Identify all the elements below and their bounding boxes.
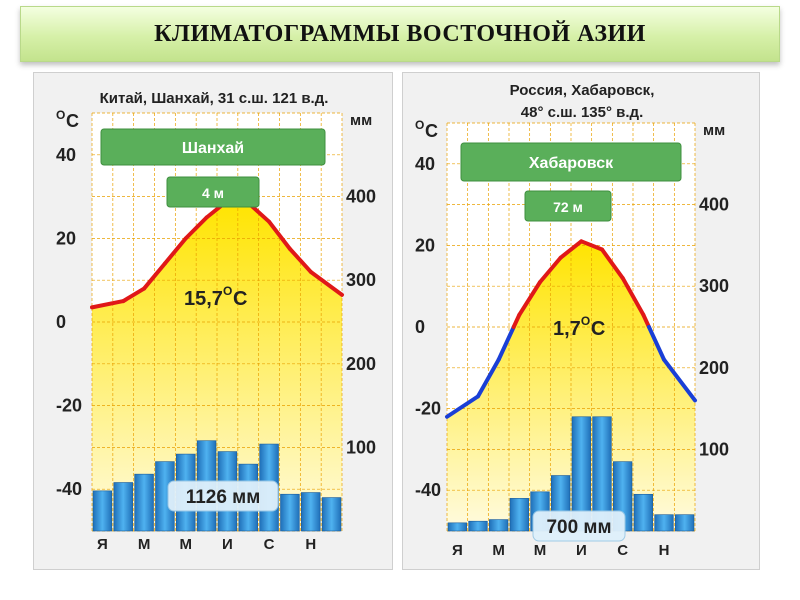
right-axis-unit: мм — [350, 112, 372, 129]
precip-tick-label: 300 — [346, 270, 376, 290]
temp-tick-label: 20 — [415, 235, 435, 255]
mean-temperature-unit: С — [591, 318, 605, 340]
station-elevation-box — [524, 190, 612, 222]
precip-tick-label: 400 — [699, 195, 729, 215]
month-label: Я — [452, 542, 463, 559]
station-elevation: 4 м — [202, 185, 224, 201]
month-label: М — [138, 536, 151, 553]
total-precipitation-box — [167, 480, 279, 512]
temperature-line — [476, 357, 501, 399]
temp-tick-label: -40 — [56, 479, 82, 499]
station-name: Хабаровск — [529, 155, 614, 172]
total-precipitation: 700 мм — [546, 517, 611, 538]
left-axis-degree: О — [415, 118, 424, 132]
station-name-box — [100, 128, 326, 166]
precip-tick-label: 200 — [699, 358, 729, 378]
precip-tick-label: 400 — [346, 187, 376, 207]
temperature-line — [641, 312, 651, 329]
temperature-line — [162, 236, 188, 266]
temp-tick-label: -20 — [56, 396, 82, 416]
precip-bar — [633, 493, 653, 532]
temperature-line — [183, 215, 209, 241]
temp-tick-label: 0 — [56, 312, 66, 332]
temp-tick-label: -40 — [415, 480, 441, 500]
precip-bar — [654, 514, 674, 532]
temperature-line — [267, 219, 292, 251]
mean-temperature: 1,7 — [553, 318, 581, 340]
temp-tick-label: 40 — [415, 154, 435, 174]
temperature-line — [600, 247, 625, 281]
precip-bar — [489, 519, 509, 532]
chart-subtitle: Китай, Шанхай, 31 с.ш. 121 в.д. — [100, 90, 329, 107]
precip-tick-label: 300 — [699, 276, 729, 296]
precip-bar — [280, 493, 300, 532]
temperature-line — [538, 255, 563, 285]
left-axis-unit: С — [66, 111, 79, 131]
temperature-line — [511, 312, 522, 329]
precip-bar — [447, 522, 467, 532]
precip-bar — [675, 514, 695, 532]
station-name-box — [460, 142, 682, 182]
precip-tick-label: 100 — [699, 439, 729, 459]
month-label: М — [180, 536, 193, 553]
month-label: М — [534, 542, 547, 559]
temp-tick-label: 40 — [56, 145, 76, 165]
precip-bar — [113, 482, 133, 532]
month-label: С — [264, 536, 275, 553]
total-precipitation: 1126 мм — [186, 487, 261, 508]
page-title-banner: КЛИМАТОГРАММЫ ВОСТОЧНОЙ АЗИИ — [20, 6, 780, 62]
mean-temperature: 15,7 — [184, 288, 223, 310]
chart-subtitle-line2: 48° с.ш. 135° в.д. — [521, 104, 643, 121]
temperature-line — [579, 239, 604, 252]
precip-bar — [134, 473, 154, 532]
temperature-line — [445, 394, 480, 419]
precip-tick-label: 100 — [346, 437, 376, 457]
total-precipitation-box — [532, 510, 626, 542]
temperature-line — [620, 276, 646, 317]
precip-bar — [321, 497, 342, 532]
month-label: С — [617, 542, 628, 559]
temperature-line — [142, 261, 167, 291]
temperature-line — [496, 325, 516, 362]
mean-temperature-degree: О — [581, 314, 590, 328]
temperature-line — [287, 246, 313, 274]
month-label: И — [222, 536, 233, 553]
month-label: М — [492, 542, 505, 559]
precip-bar — [92, 490, 113, 532]
left-axis-unit: С — [425, 121, 438, 141]
mean-temperature-unit: С — [233, 288, 247, 310]
mean-temperature-degree: О — [223, 284, 232, 298]
precip-tick-label: 200 — [346, 354, 376, 374]
temperature-line — [646, 325, 666, 362]
chart-subtitle-line1: Россия, Хабаровск, — [510, 82, 655, 99]
month-label: Н — [305, 536, 316, 553]
temperature-line — [121, 286, 147, 304]
temperature-line — [662, 357, 697, 403]
temperature-line — [517, 280, 542, 317]
month-label: Я — [97, 536, 108, 553]
station-name: Шанхай — [182, 140, 244, 157]
station-elevation: 72 м — [553, 199, 583, 215]
precip-bar — [301, 492, 321, 532]
temperature-line — [90, 299, 126, 310]
station-elevation-box — [166, 176, 260, 208]
temp-tick-label: -20 — [415, 399, 441, 419]
temp-tick-label: 20 — [56, 228, 76, 248]
left-axis-degree: О — [56, 108, 65, 122]
precip-bar — [468, 520, 488, 532]
month-label: Н — [659, 542, 670, 559]
page-title: КЛИМАТОГРАММЫ ВОСТОЧНОЙ АЗИИ — [154, 20, 646, 47]
temperature-line — [308, 269, 344, 297]
temperature-line — [558, 239, 584, 260]
precip-bar — [509, 498, 529, 532]
month-label: И — [576, 542, 587, 559]
right-axis-unit: мм — [703, 122, 725, 139]
temp-tick-label: 0 — [415, 317, 425, 337]
